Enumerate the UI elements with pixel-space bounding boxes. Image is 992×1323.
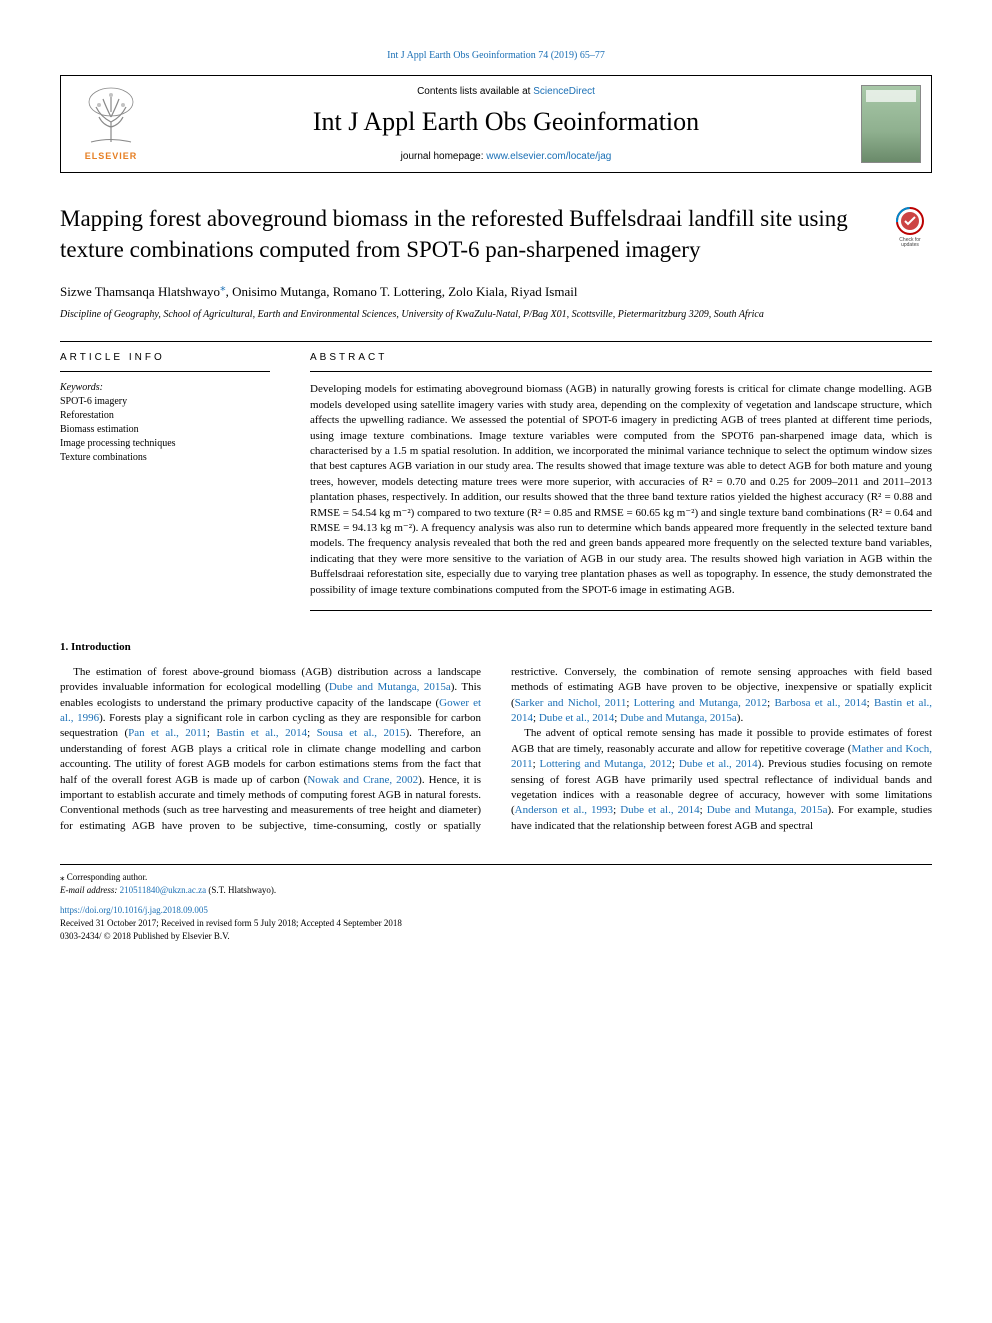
- author-list: Sizwe Thamsanqa Hlatshwayo⁎, Onisimo Mut…: [60, 284, 577, 299]
- citation-link[interactable]: Dube et al., 2014: [620, 804, 699, 816]
- cover-cell: [851, 76, 931, 172]
- citation-link[interactable]: Dube et al., 2014: [539, 712, 614, 724]
- abstract-label: ABSTRACT: [310, 342, 932, 372]
- copyright: 0303-2434/ © 2018 Published by Elsevier …: [60, 930, 932, 943]
- publisher-label: ELSEVIER: [85, 151, 138, 161]
- contents-line: Contents lists available at ScienceDirec…: [181, 86, 831, 97]
- article-title: Mapping forest aboveground biomass in th…: [60, 203, 868, 265]
- citation-link[interactable]: Lottering and Mutanga, 2012: [540, 758, 672, 770]
- citation-link[interactable]: Anderson et al., 1993: [515, 804, 613, 816]
- abstract-column: ABSTRACT Developing models for estimatin…: [310, 342, 932, 610]
- footnotes: ⁎ Corresponding author. E-mail address: …: [60, 864, 932, 942]
- svg-text:updates: updates: [901, 242, 919, 247]
- received-dates: Received 31 October 2017; Received in re…: [60, 917, 932, 930]
- citation-link[interactable]: Sarker and Nichol, 2011: [515, 697, 627, 709]
- citation-link[interactable]: Dube et al., 2014: [679, 758, 758, 770]
- authors: Sizwe Thamsanqa Hlatshwayo⁎, Onisimo Mut…: [60, 281, 932, 300]
- homepage-prefix: journal homepage:: [401, 151, 487, 162]
- citation-link[interactable]: Dube and Mutanga, 2015a: [620, 712, 737, 724]
- body-text: The estimation of forest above-ground bi…: [60, 665, 932, 834]
- divider: [310, 610, 932, 611]
- email-label: E-mail address:: [60, 885, 120, 895]
- affiliation: Discipline of Geography, School of Agric…: [60, 308, 932, 321]
- email-line: E-mail address: 210511840@ukzn.ac.za (S.…: [60, 884, 932, 897]
- homepage-line: journal homepage: www.elsevier.com/locat…: [181, 151, 831, 162]
- corresponding-author-note: ⁎ Corresponding author.: [60, 871, 932, 884]
- check-for-updates-icon[interactable]: Check for updates: [888, 203, 932, 247]
- journal-cover-icon: [861, 85, 921, 163]
- email-link[interactable]: 210511840@ukzn.ac.za: [120, 885, 206, 895]
- citation-link[interactable]: Nowak and Crane, 2002: [307, 774, 418, 786]
- publisher-logo-cell: ELSEVIER: [61, 76, 161, 172]
- corresponding-marker[interactable]: ⁎: [220, 282, 226, 294]
- citation-link[interactable]: Pan et al., 2011: [128, 727, 207, 739]
- journal-title: Int J Appl Earth Obs Geoinformation: [181, 107, 831, 137]
- citation-link[interactable]: Sousa et al., 2015: [317, 727, 406, 739]
- contents-prefix: Contents lists available at: [417, 86, 533, 97]
- header-center: Contents lists available at ScienceDirec…: [161, 76, 851, 172]
- keyword: Image processing techniques: [60, 437, 270, 451]
- citation-link[interactable]: Dube and Mutanga, 2015a: [707, 804, 828, 816]
- running-header-link[interactable]: Int J Appl Earth Obs Geoinformation 74 (…: [387, 50, 605, 61]
- citation-link[interactable]: Bastin et al., 2014: [216, 727, 307, 739]
- elsevier-tree-icon: [81, 87, 141, 147]
- running-header: Int J Appl Earth Obs Geoinformation 74 (…: [60, 50, 932, 61]
- keyword: Reforestation: [60, 409, 270, 423]
- keyword: SPOT-6 imagery: [60, 395, 270, 409]
- abstract-text: Developing models for estimating abovegr…: [310, 382, 932, 597]
- section-heading: 1. Introduction: [60, 641, 932, 653]
- email-suffix: (S.T. Hlatshwayo).: [206, 885, 276, 895]
- keyword: Texture combinations: [60, 451, 270, 465]
- article-info-column: ARTICLE INFO Keywords: SPOT-6 imagery Re…: [60, 342, 270, 610]
- homepage-link[interactable]: www.elsevier.com/locate/jag: [486, 151, 611, 162]
- journal-header: ELSEVIER Contents lists available at Sci…: [60, 75, 932, 173]
- citation-link[interactable]: Dube and Mutanga, 2015a: [329, 681, 451, 693]
- article-info-label: ARTICLE INFO: [60, 342, 270, 372]
- citation-link[interactable]: Lottering and Mutanga, 2012: [634, 697, 767, 709]
- keyword: Biomass estimation: [60, 423, 270, 437]
- keywords-heading: Keywords:: [60, 382, 270, 393]
- citation-link[interactable]: Barbosa et al., 2014: [774, 697, 866, 709]
- doi-link[interactable]: https://doi.org/10.1016/j.jag.2018.09.00…: [60, 905, 208, 915]
- sciencedirect-link[interactable]: ScienceDirect: [533, 86, 595, 97]
